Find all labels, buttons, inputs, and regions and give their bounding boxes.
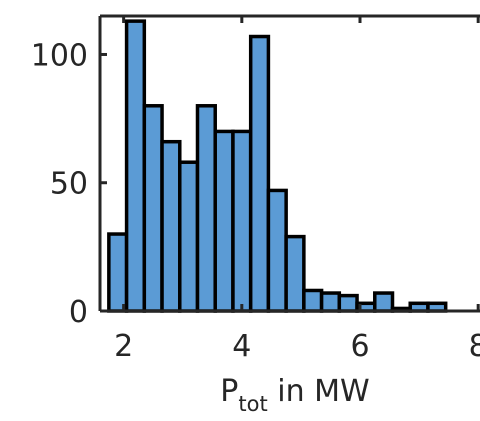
histogram-bar xyxy=(178,160,200,313)
y-tick-label: 0 xyxy=(69,295,88,330)
histogram-bar xyxy=(248,34,271,313)
x-axis-label-sub: tot xyxy=(238,392,267,416)
histogram-bar xyxy=(266,188,288,313)
x-axis-label: Ptot in MW xyxy=(220,374,369,416)
x-tick-label: 6 xyxy=(350,329,369,364)
y-tick-label: 50 xyxy=(50,167,88,202)
histogram-bar xyxy=(284,234,306,313)
x-tick-label: 4 xyxy=(232,329,251,364)
histogram-bar xyxy=(337,293,359,313)
histogram-bar xyxy=(160,139,182,313)
histogram-bar xyxy=(302,288,324,313)
x-tick-label: 8 xyxy=(469,329,480,364)
x-axis-label-rest: in MW xyxy=(268,374,370,409)
y-tick-label: 100 xyxy=(31,38,88,73)
histogram-bar xyxy=(124,19,147,313)
histogram-bar xyxy=(373,291,395,313)
ticks-group: 2 4 6 8 0 50 100 xyxy=(31,38,480,364)
bars-group xyxy=(107,19,448,313)
histogram-bar xyxy=(195,104,217,313)
histogram-bar xyxy=(213,129,235,313)
histogram-bar xyxy=(319,291,342,313)
histogram-bar xyxy=(142,104,164,313)
x-tick-label: 2 xyxy=(114,329,133,364)
histogram-bar xyxy=(107,232,129,313)
x-axis-label-main: P xyxy=(220,374,238,409)
histogram-bar xyxy=(231,129,253,313)
axes-frame xyxy=(98,14,480,313)
